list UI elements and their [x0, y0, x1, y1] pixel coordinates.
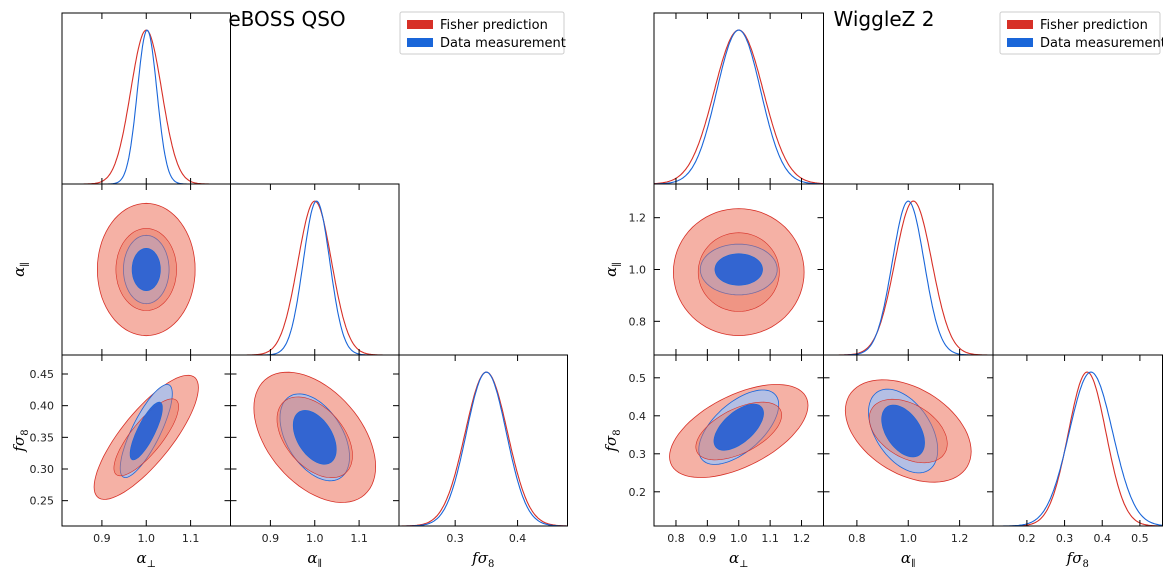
x-axis-label-3: fσ8 — [471, 549, 494, 567]
y-axis-label-3: fσ8 — [10, 429, 31, 452]
marginal-frame-2 — [823, 183, 994, 356]
y-tick-label: 0.35 — [30, 431, 55, 444]
x-axis-label-1: α⊥ — [136, 549, 156, 567]
data-contour-68-1-0 — [131, 247, 161, 292]
legend-box — [399, 11, 565, 55]
x-tick-label: 0.3 — [1056, 532, 1074, 545]
plot-title-2: WiggleZ 2 — [834, 7, 935, 31]
marginal-fisher-curve-2 — [823, 200, 993, 356]
data-contour-68-1-0 — [714, 253, 763, 286]
legend-label-2: Data measurement — [1040, 36, 1163, 51]
marginal-data-curve-3 — [993, 371, 1163, 527]
y-tick-label: 0.25 — [30, 495, 55, 508]
x-tick-label: 0.4 — [509, 532, 527, 545]
x-tick-label: 1.0 — [730, 532, 748, 545]
y-tick-label: 0.40 — [30, 400, 55, 413]
y-tick-label: 0.5 — [629, 372, 647, 385]
marginal-fisher-curve-3 — [399, 371, 568, 527]
data-contour-68-2-0 — [129, 401, 163, 461]
x-tick-label: 0.5 — [1131, 532, 1149, 545]
marginal-frame-1 — [61, 12, 231, 185]
x-tick-label: 0.8 — [848, 532, 866, 545]
marginal-frame-3 — [992, 354, 1163, 527]
contour-panel-2-1 — [844, 379, 972, 483]
marginal-fisher-curve-1 — [654, 29, 824, 185]
marginal-fisher-curve-3 — [993, 371, 1163, 527]
y-axis-label-3: fσ8 — [602, 429, 623, 452]
contour-panel-2-0 — [669, 384, 809, 478]
plot-title-1: eBOSS QSO — [228, 7, 345, 31]
marginal-data-curve-2 — [230, 200, 399, 356]
legend-swatch-2 — [407, 38, 433, 47]
x-tick-label: 1.2 — [793, 532, 811, 545]
x-tick-label: 0.2 — [1018, 532, 1036, 545]
x-tick-label: 0.4 — [1093, 532, 1111, 545]
x-tick-label: 1.0 — [900, 532, 918, 545]
y-tick-label: 0.30 — [30, 463, 55, 476]
marginal-data-curve-2 — [823, 200, 993, 356]
legend-swatch-2 — [1007, 38, 1033, 47]
contour-panel-2-1 — [253, 371, 377, 503]
data-contour-68-2-1 — [881, 404, 925, 458]
x-tick-label: 1.2 — [951, 532, 969, 545]
x-tick-label: 1.1 — [350, 532, 368, 545]
x-axis-label-1: α⊥ — [729, 549, 749, 567]
marginal-data-curve-1 — [654, 29, 824, 185]
x-tick-label: 1.1 — [761, 532, 779, 545]
x-tick-label: 0.9 — [262, 532, 280, 545]
contour-panel-1-0 — [672, 208, 805, 337]
y-tick-label: 0.2 — [629, 486, 647, 499]
marginal-fisher-curve-2 — [230, 200, 399, 356]
x-axis-label-2: α∥ — [901, 549, 916, 567]
contour-panel-1-0 — [96, 202, 196, 337]
marginal-frame-2 — [230, 183, 400, 356]
x-tick-label: 0.3 — [446, 532, 464, 545]
y-axis-label-2: α∥ — [602, 262, 623, 277]
x-tick-label: 1.0 — [138, 532, 156, 545]
x-tick-label: 0.8 — [667, 532, 685, 545]
corner-plot-2: 0.8 0.9 1.0 1.1 1.2 α⊥ 0.8 1.0 1.2 α∥ 0.2 0.3 0.4 0.5… — [602, 7, 1163, 567]
x-tick-label: 0.9 — [699, 532, 717, 545]
legend-label-1: Fisher prediction — [1040, 18, 1148, 33]
legend-2: Fisher prediction Data measurement — [999, 11, 1163, 55]
x-tick-label: 1.0 — [306, 532, 324, 545]
legend-label-1: Fisher prediction — [440, 18, 548, 33]
legend-1: Fisher prediction Data measurement — [399, 11, 566, 55]
legend-label-2: Data measurement — [440, 36, 566, 51]
y-tick-label: 0.8 — [629, 315, 647, 328]
marginal-fisher-curve-1 — [62, 29, 231, 185]
marginal-frame-3 — [398, 354, 568, 527]
y-tick-label: 0.45 — [30, 368, 55, 381]
corner-plot-1: 0.9 1.0 1.1 α⊥ 0.9 1.0 1.1 α∥ 0.3 0.4 fσ8 α∥ 0.25 0.3… — [10, 7, 568, 567]
marginal-data-curve-3 — [399, 371, 568, 527]
marginal-data-curve-1 — [62, 29, 231, 185]
x-axis-label-3: fσ8 — [1066, 549, 1089, 567]
y-axis-label-2: α∥ — [10, 262, 31, 277]
data-contour-68-2-0 — [713, 403, 764, 451]
legend-swatch-1 — [407, 20, 433, 29]
y-tick-label: 0.4 — [629, 410, 647, 423]
y-tick-label: 0.3 — [629, 448, 647, 461]
contour-panel-2-0 — [93, 374, 199, 500]
x-axis-label-2: α∥ — [307, 549, 322, 567]
marginal-frame-1 — [653, 12, 824, 185]
data-contour-68-2-1 — [292, 410, 337, 465]
x-tick-label: 1.1 — [182, 532, 200, 545]
legend-box — [999, 11, 1161, 55]
y-tick-label: 1.0 — [629, 264, 647, 277]
y-tick-label: 1.2 — [629, 212, 647, 225]
legend-swatch-1 — [1007, 20, 1033, 29]
x-tick-label: 0.9 — [93, 532, 111, 545]
